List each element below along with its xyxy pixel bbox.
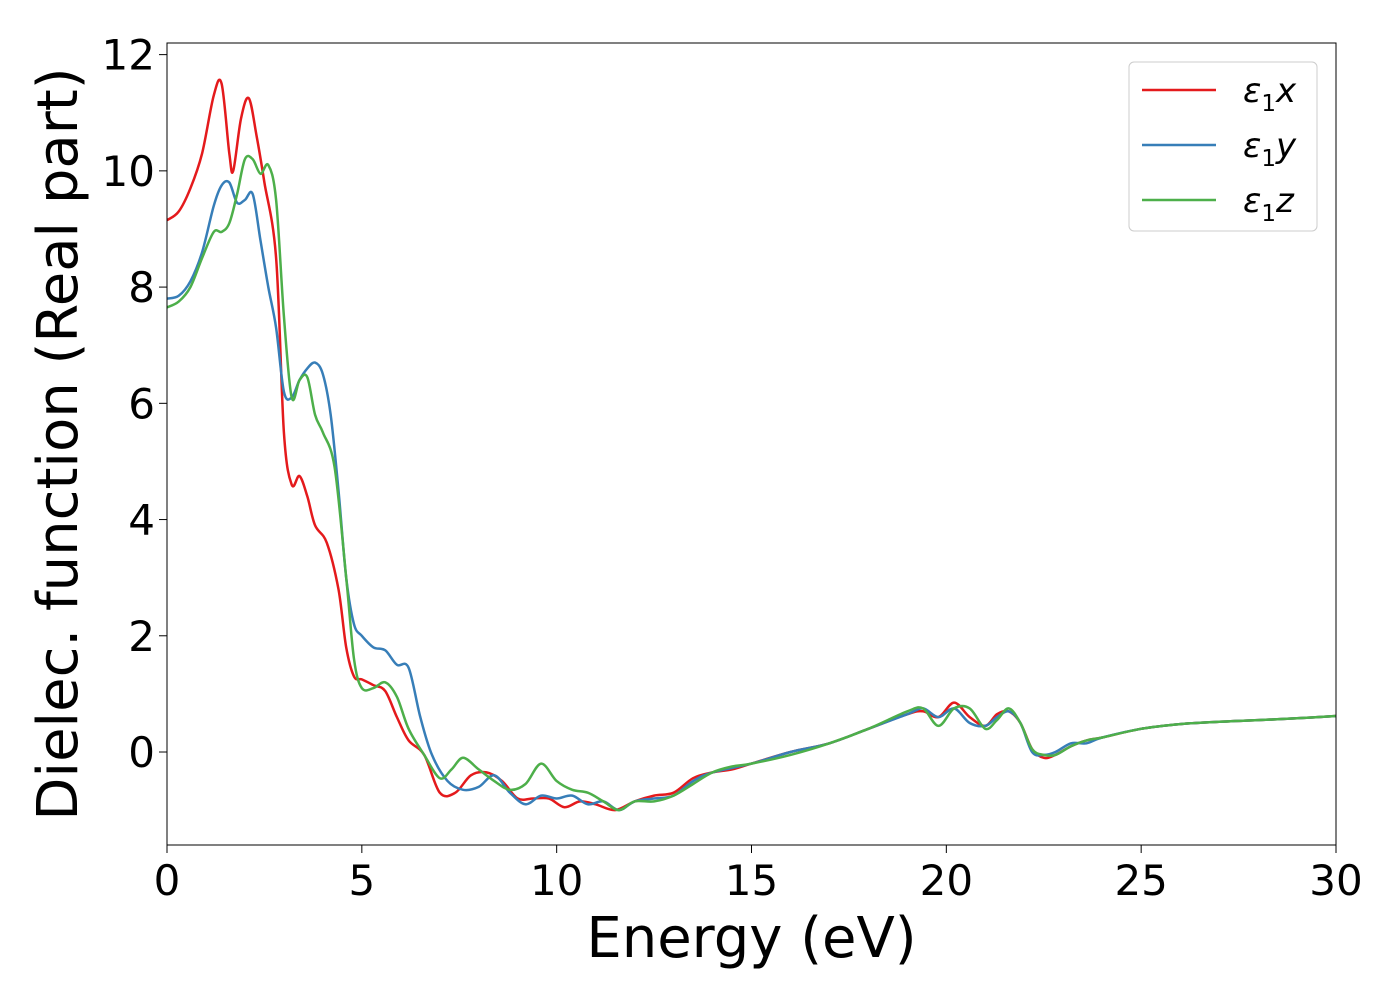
x-tick-label: 25	[1114, 856, 1167, 905]
x-tick-label: 0	[154, 856, 181, 905]
x-axis-ticks: 0 5 10 15 20 25 30	[154, 845, 1363, 905]
y-tick-label: 6	[128, 379, 155, 428]
y-tick-label: 10	[102, 147, 155, 196]
y-tick-label: 12	[102, 31, 155, 80]
series-line-z	[167, 154, 1336, 812]
legend-box	[1128, 61, 1318, 232]
legend-label-x: ε1x	[1243, 71, 1297, 117]
legend: ε1x ε1y ε1z	[1128, 61, 1318, 232]
x-tick-label: 30	[1309, 856, 1362, 905]
y-tick-label: 2	[128, 612, 155, 661]
legend-label-z: ε1z	[1243, 181, 1295, 227]
legend-label-y: ε1y	[1243, 126, 1297, 172]
x-tick-label: 5	[348, 856, 375, 905]
y-axis-ticks: 0 2 4 6 8 10 12	[102, 31, 167, 777]
y-tick-label: 4	[128, 496, 155, 545]
x-tick-label: 15	[725, 856, 778, 905]
y-tick-label: 8	[128, 263, 155, 312]
series-layer	[167, 78, 1336, 812]
y-axis-label: Dielec. function (Real part)	[26, 67, 91, 820]
x-axis-label: Energy (eV)	[586, 906, 916, 971]
x-tick-label: 20	[920, 856, 973, 905]
y-tick-label: 0	[128, 728, 155, 777]
x-tick-label: 10	[530, 856, 583, 905]
